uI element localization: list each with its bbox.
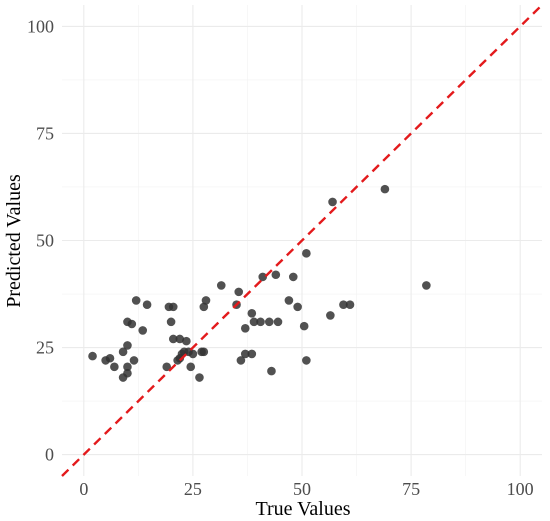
data-point bbox=[328, 197, 337, 207]
x-tick-label: 50 bbox=[293, 479, 311, 499]
y-axis-ticks: 0 25 50 75 100 bbox=[27, 16, 54, 464]
data-point bbox=[131, 296, 141, 305]
data-point bbox=[267, 366, 276, 376]
data-point bbox=[339, 300, 348, 310]
data-point bbox=[326, 311, 335, 320]
data-point bbox=[105, 353, 115, 363]
x-tick-label: 75 bbox=[402, 479, 420, 499]
data-point bbox=[240, 349, 250, 359]
data-point bbox=[199, 347, 209, 357]
data-point bbox=[302, 249, 311, 258]
data-point bbox=[247, 349, 257, 359]
data-point bbox=[345, 300, 355, 310]
data-point bbox=[380, 184, 390, 194]
data-point bbox=[142, 300, 152, 310]
data-point bbox=[168, 334, 178, 344]
data-point bbox=[129, 356, 139, 365]
x-tick-label: 100 bbox=[507, 479, 534, 499]
data-point bbox=[118, 347, 128, 357]
data-point bbox=[186, 362, 196, 372]
data-point bbox=[299, 321, 309, 331]
x-axis-ticks: 0 25 50 75 100 bbox=[79, 479, 533, 499]
x-tick-label: 0 bbox=[79, 479, 88, 499]
data-point bbox=[256, 317, 265, 327]
data-point bbox=[284, 296, 294, 305]
x-axis-title: True Values bbox=[255, 498, 350, 520]
data-point bbox=[123, 362, 132, 372]
data-point bbox=[422, 281, 431, 290]
data-point bbox=[195, 373, 204, 382]
data-point bbox=[258, 272, 268, 282]
grid-major bbox=[62, 5, 542, 476]
data-point bbox=[168, 302, 178, 312]
data-point bbox=[123, 341, 132, 350]
data-point bbox=[302, 356, 311, 365]
y-tick-label: 25 bbox=[36, 338, 54, 358]
data-point bbox=[247, 308, 257, 318]
data-point bbox=[123, 368, 132, 378]
data-point bbox=[264, 317, 274, 327]
data-points bbox=[88, 184, 431, 382]
data-point bbox=[182, 336, 191, 346]
data-point bbox=[127, 319, 137, 329]
data-point bbox=[88, 351, 97, 361]
data-point bbox=[293, 302, 302, 312]
y-tick-label: 50 bbox=[36, 231, 54, 251]
data-point bbox=[110, 362, 119, 372]
data-point bbox=[271, 270, 281, 280]
data-point bbox=[166, 317, 176, 327]
data-point bbox=[249, 317, 259, 327]
data-point bbox=[188, 349, 198, 359]
data-point bbox=[234, 287, 244, 297]
data-point bbox=[273, 317, 283, 327]
x-tick-label: 25 bbox=[184, 479, 202, 499]
data-point bbox=[216, 281, 226, 290]
y-tick-label: 75 bbox=[36, 123, 54, 143]
data-point bbox=[162, 362, 172, 372]
data-point bbox=[138, 326, 148, 335]
data-point bbox=[236, 356, 246, 365]
data-point bbox=[288, 272, 298, 282]
y-tick-label: 0 bbox=[45, 445, 54, 465]
identity-reference-line bbox=[61, 4, 543, 477]
data-point bbox=[240, 323, 250, 333]
y-tick-label: 100 bbox=[27, 16, 54, 36]
data-point bbox=[201, 296, 211, 305]
y-axis-title: Predicted Values bbox=[3, 174, 25, 308]
data-point bbox=[175, 334, 185, 344]
